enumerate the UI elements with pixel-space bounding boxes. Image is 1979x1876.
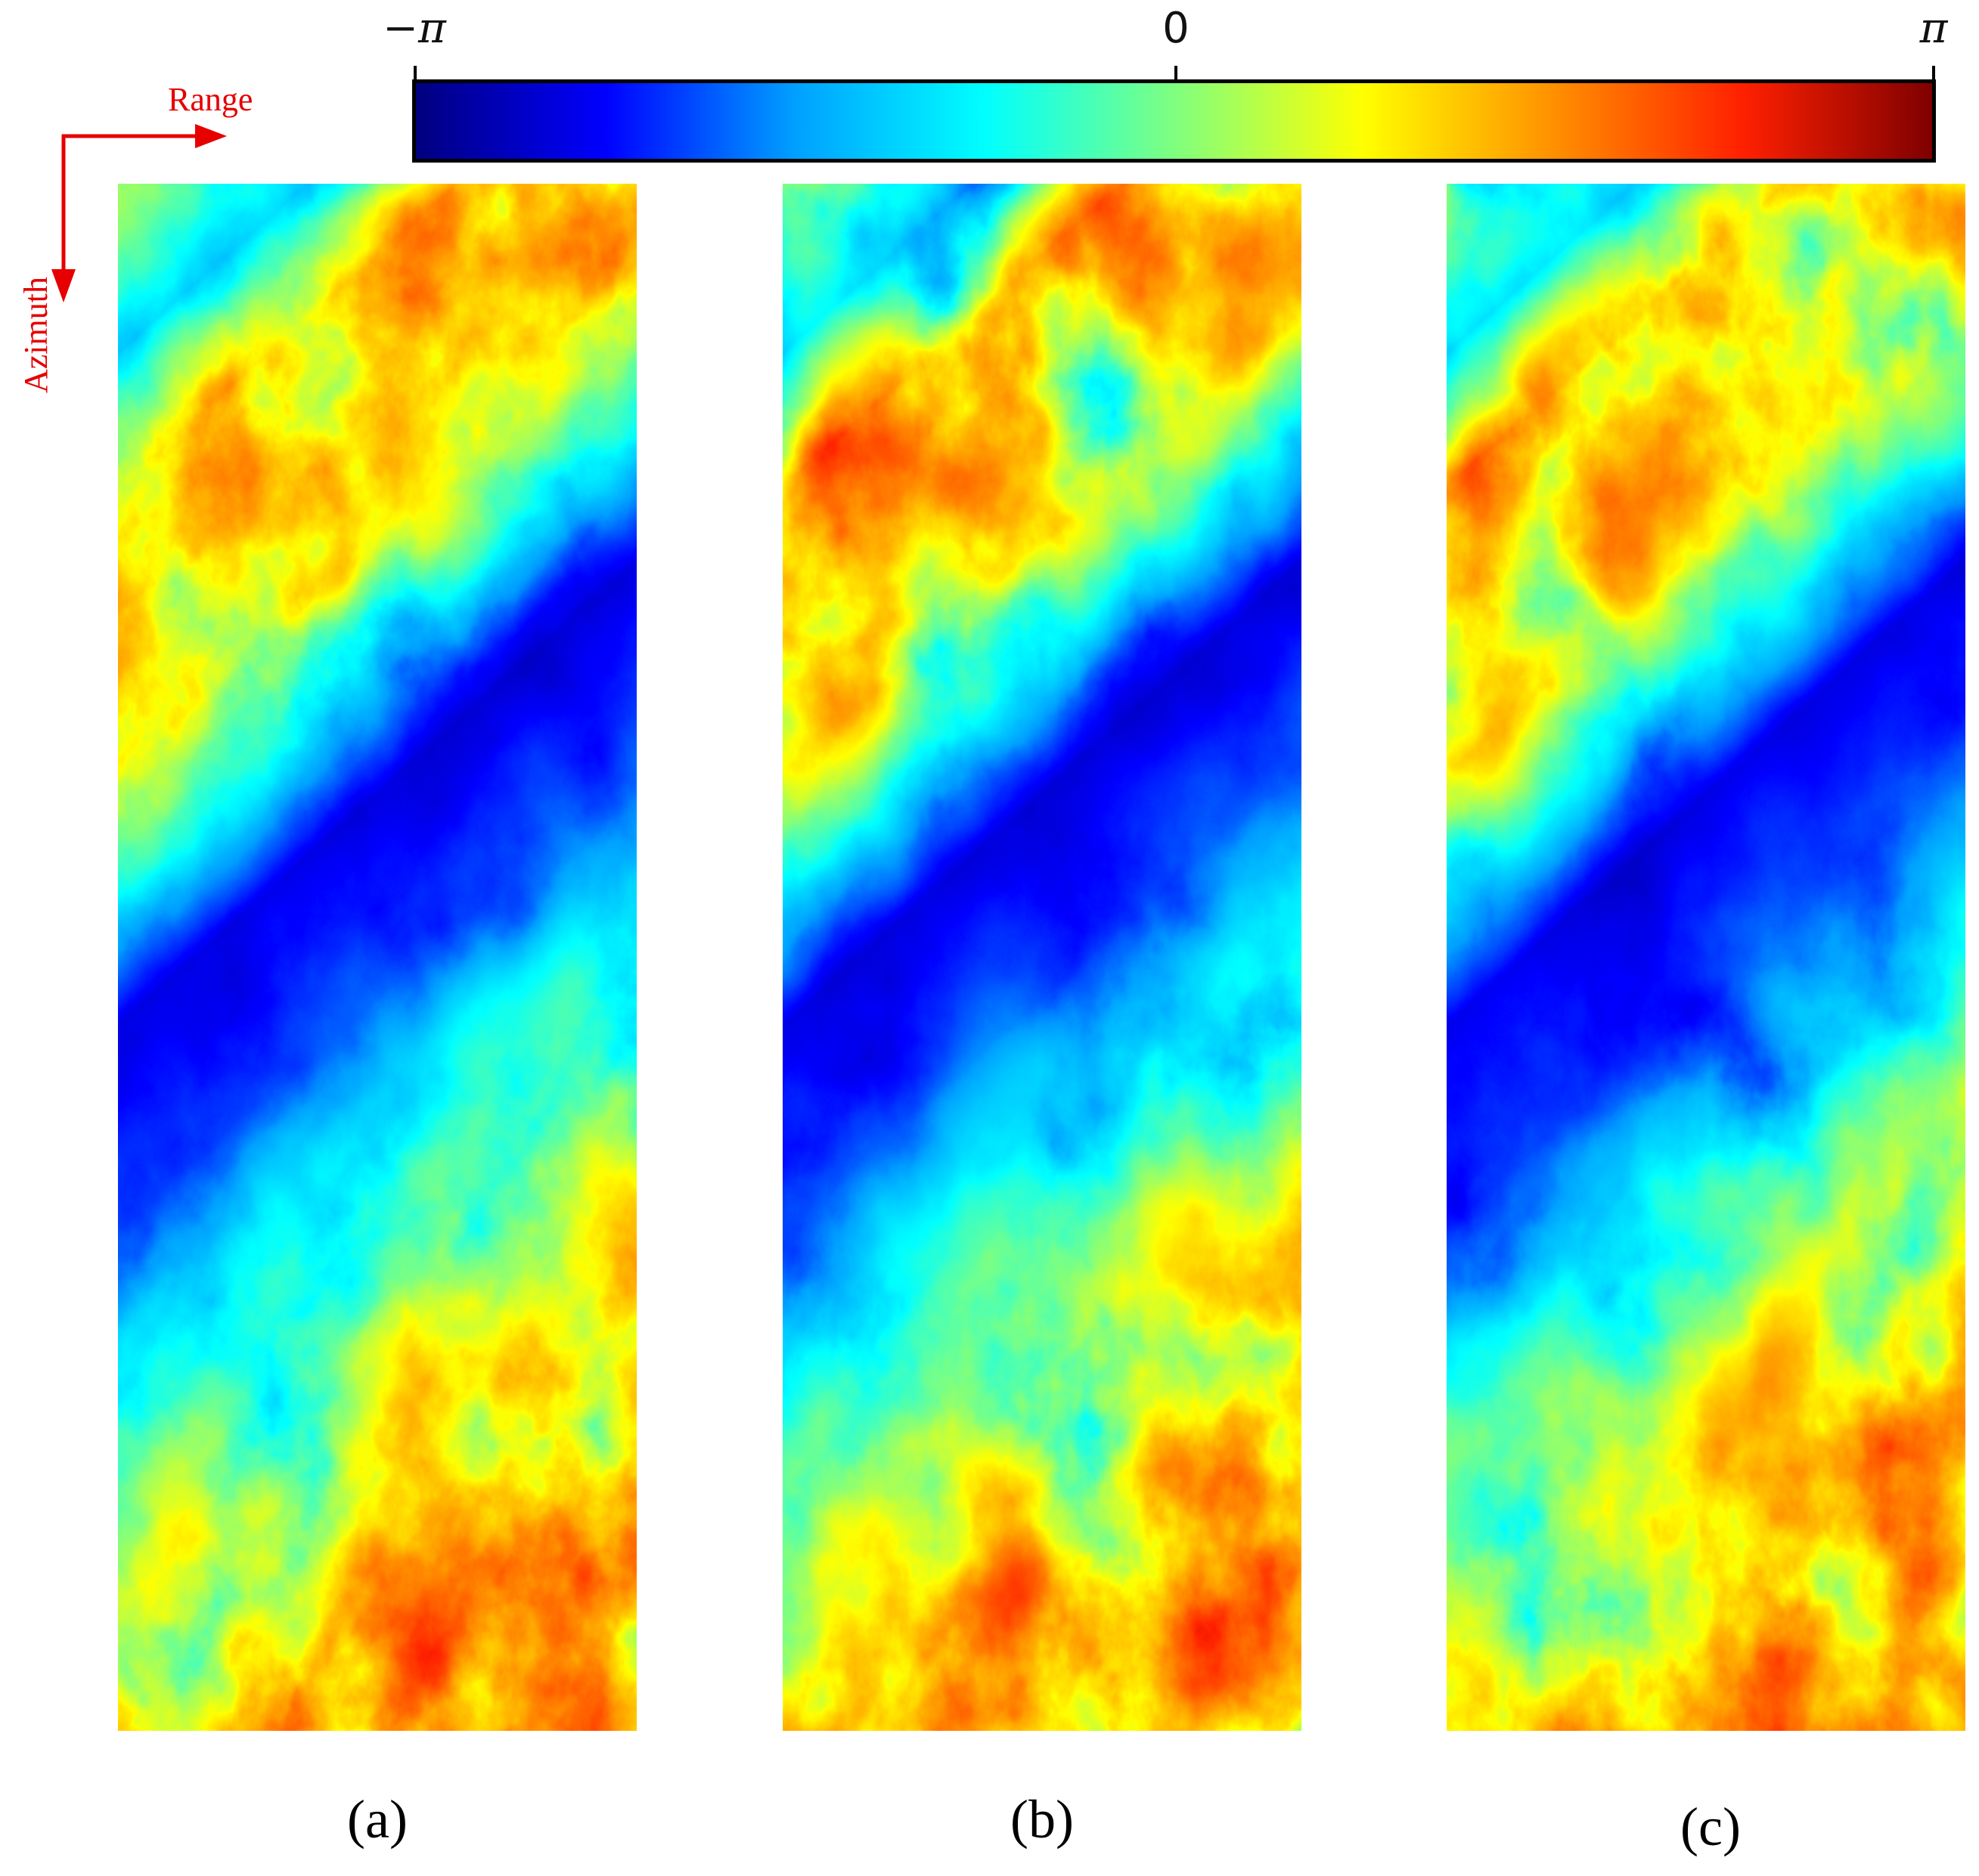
range-arrow-head bbox=[195, 124, 227, 148]
colorbar-tick-min bbox=[414, 66, 417, 79]
phase-field-a bbox=[118, 184, 637, 1731]
panel-label-a: (a) bbox=[347, 1789, 408, 1850]
panel-label-c: (c) bbox=[1680, 1797, 1741, 1857]
phase-panel-b bbox=[783, 184, 1301, 1731]
phase-map-c bbox=[1447, 184, 1965, 1731]
colorbar-gradient bbox=[416, 83, 1932, 159]
colorbar-mid-label: 0 bbox=[1162, 4, 1190, 53]
phase-colorbar bbox=[412, 79, 1936, 163]
colorbar-max-label: π bbox=[1919, 4, 1948, 53]
phase-map-b bbox=[783, 184, 1301, 1731]
azimuth-label: Azimuth bbox=[17, 277, 54, 393]
phase-panel-c bbox=[1447, 184, 1965, 1731]
colorbar-min-label: −π bbox=[383, 4, 446, 53]
colorbar-tick-mid bbox=[1174, 66, 1177, 79]
azimuth-arrow-head bbox=[51, 269, 76, 302]
phase-map-a bbox=[118, 184, 637, 1731]
panel-label-b: (b) bbox=[1010, 1789, 1074, 1850]
phase-field-b bbox=[783, 184, 1301, 1731]
phase-field-c bbox=[1447, 184, 1965, 1731]
colorbar-tick-max bbox=[1932, 66, 1935, 79]
phase-panel-a bbox=[118, 184, 637, 1731]
axes-indicator bbox=[51, 124, 227, 302]
range-label: Range bbox=[168, 81, 253, 118]
